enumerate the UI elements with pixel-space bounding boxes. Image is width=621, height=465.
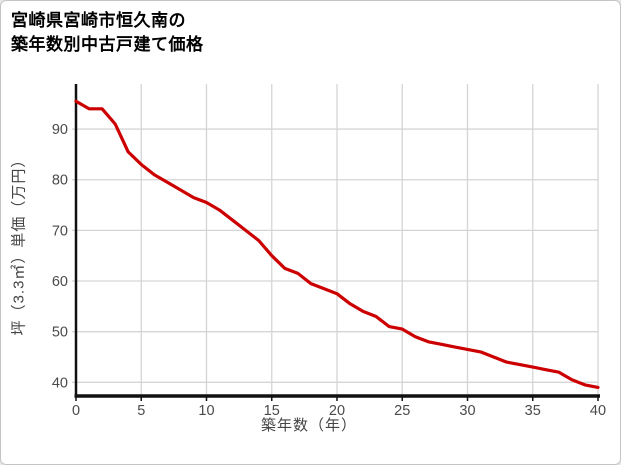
x-axis-label: 築年数（年）: [260, 417, 357, 434]
chart-title-line1: 宮崎県宮崎市恒久南の: [11, 11, 186, 30]
x-tick-label: 10: [198, 403, 214, 419]
x-tick-label: 35: [525, 403, 541, 419]
x-tick-label: 25: [394, 403, 410, 419]
chart-title-line2: 築年数別中古戸建て価格: [11, 35, 204, 54]
x-tick-label: 40: [590, 403, 606, 419]
x-tick-label: 15: [264, 403, 280, 419]
x-tick-label: 30: [459, 403, 475, 419]
y-tick-label: 60: [52, 274, 68, 290]
y-tick-label: 90: [52, 122, 68, 138]
x-tick-label: 5: [137, 403, 145, 419]
chart-title: 宮崎県宮崎市恒久南の 築年数別中古戸建て価格: [11, 9, 204, 57]
y-tick-label: 70: [52, 223, 68, 239]
x-tick-label: 20: [329, 403, 345, 419]
x-tick-label: 0: [72, 403, 80, 419]
y-tick-label: 50: [52, 325, 68, 341]
price-line-series: [74, 99, 600, 389]
y-tick-label: 80: [52, 173, 68, 189]
y-tick-label: 40: [52, 375, 68, 391]
